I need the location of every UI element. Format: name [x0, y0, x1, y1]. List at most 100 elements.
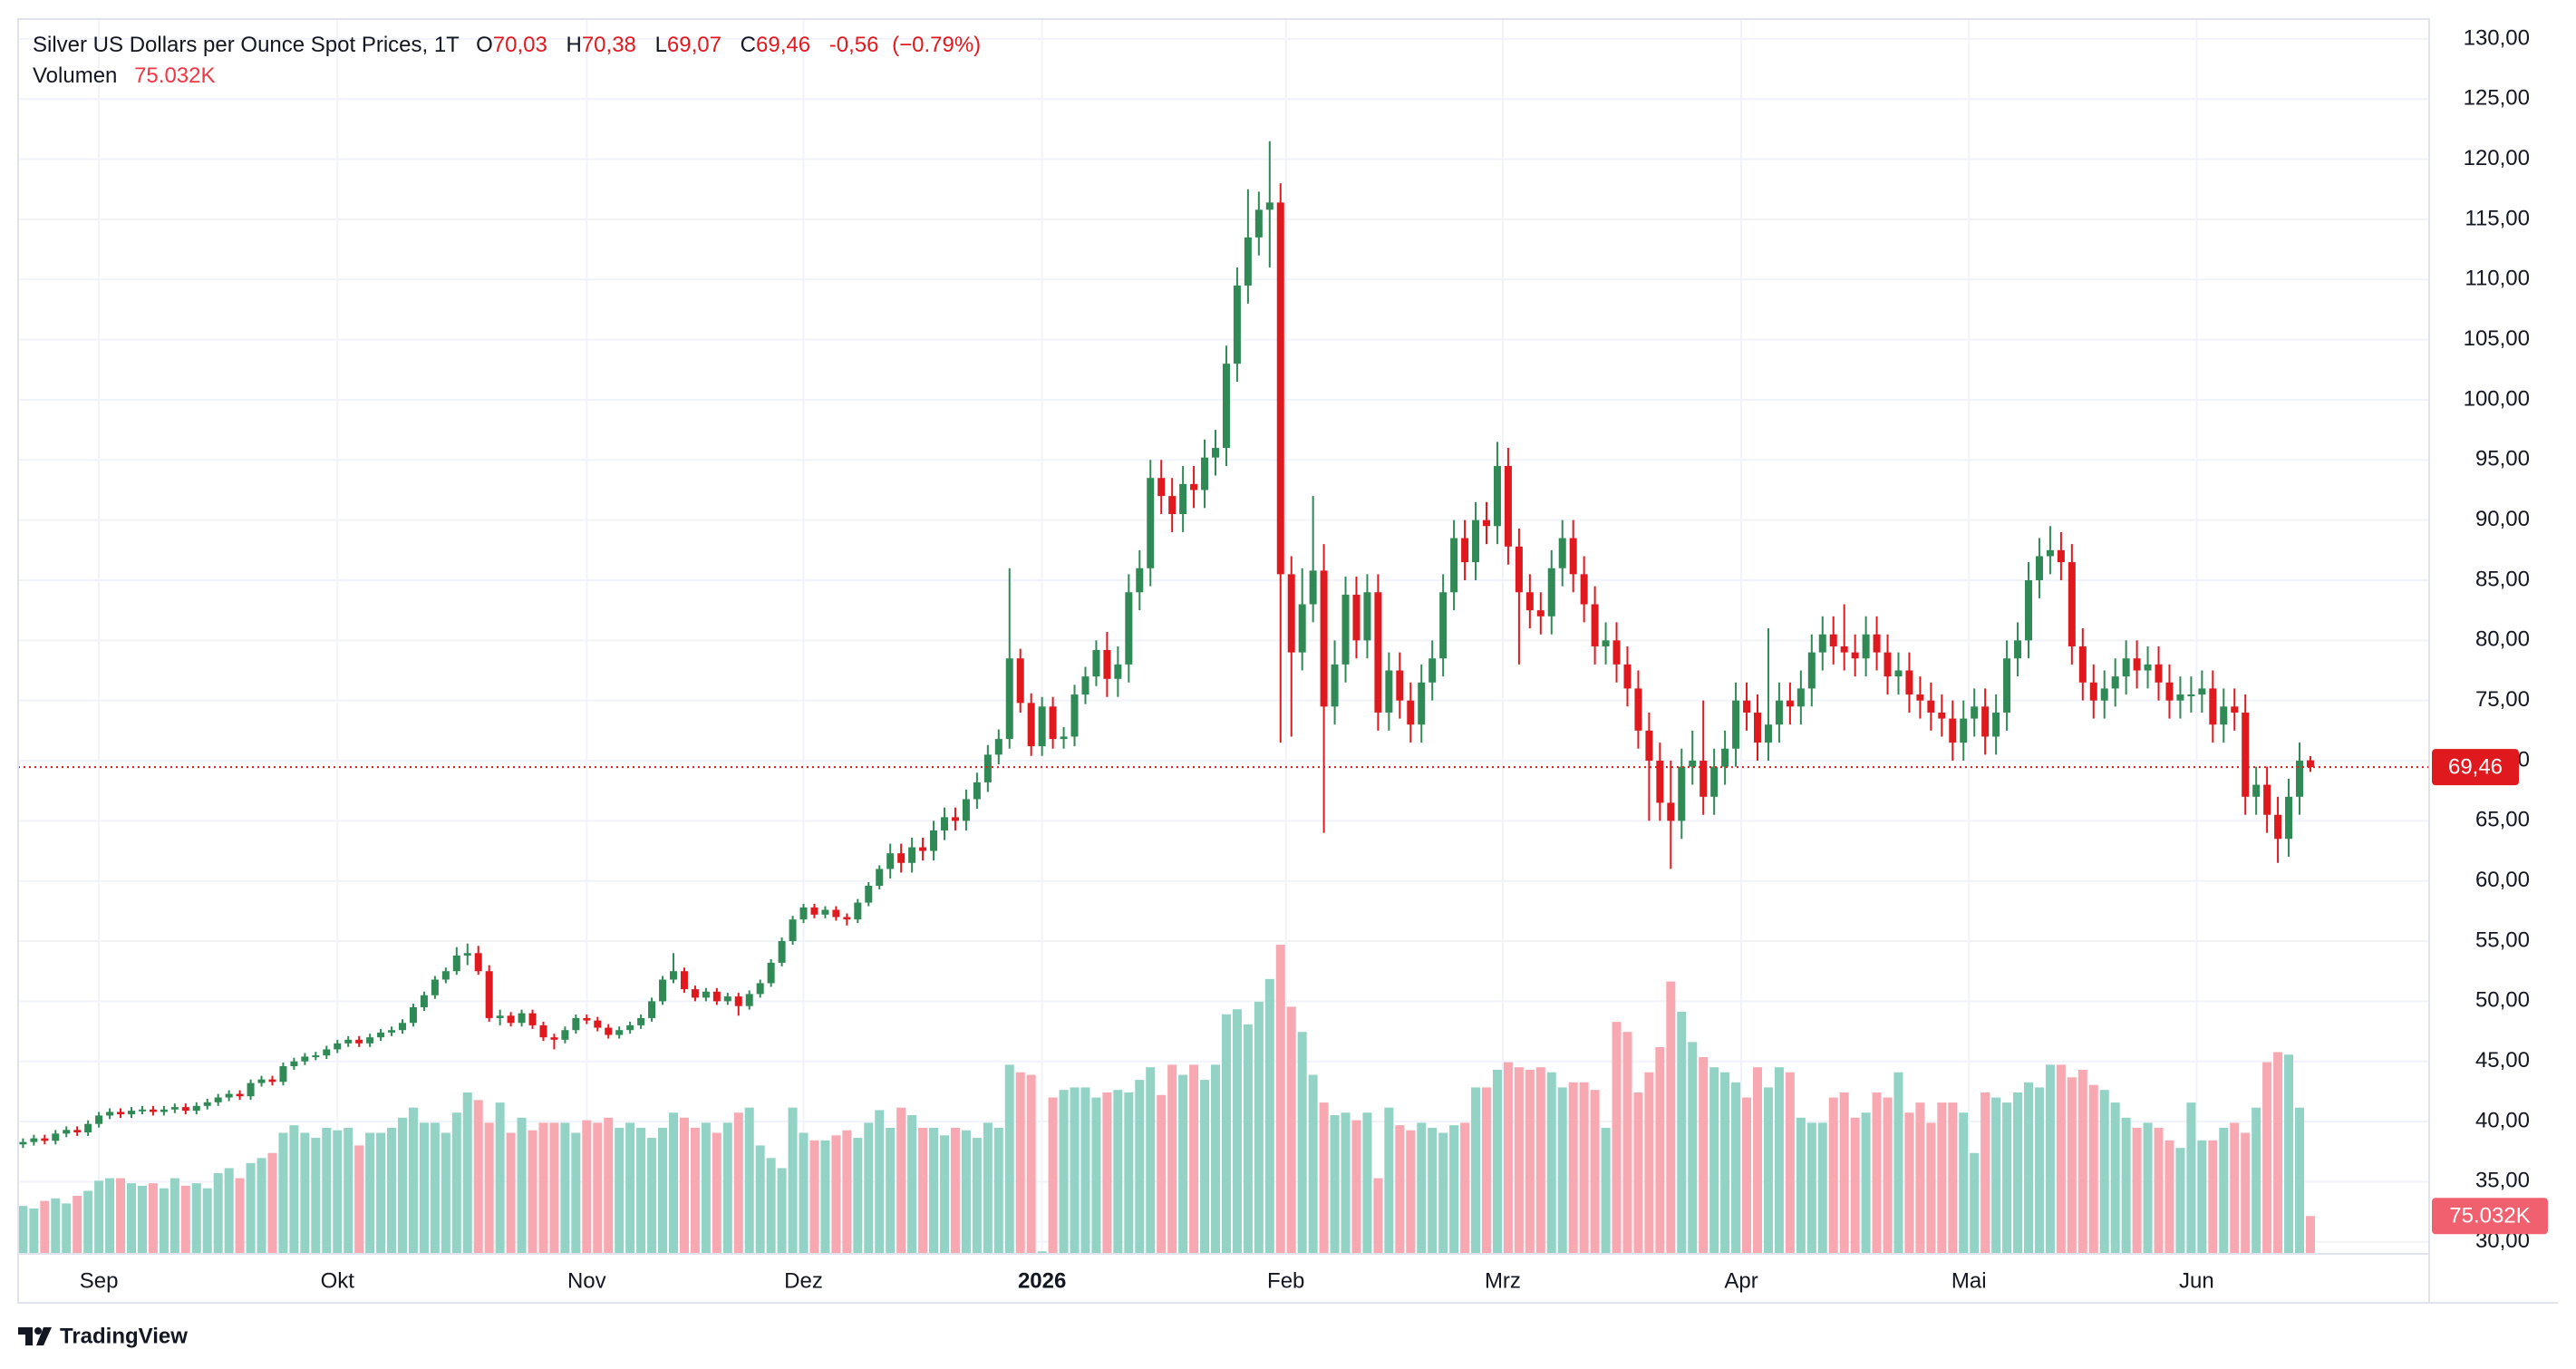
candle-body — [962, 799, 970, 821]
candle-body — [1190, 483, 1198, 490]
y-tick-label: 80,00 — [2475, 627, 2530, 652]
candle-body — [452, 955, 460, 972]
candle-body — [1754, 712, 1761, 743]
candle-body — [518, 1013, 526, 1024]
volume-bar — [582, 1120, 592, 1254]
volume-bar — [1893, 1072, 1903, 1254]
volume-bar — [2197, 1140, 2207, 1254]
candle-body — [1396, 670, 1404, 701]
candle-body — [214, 1097, 222, 1102]
volume-bar — [451, 1112, 461, 1254]
volume-bar — [1211, 1064, 1220, 1254]
volume-bar — [571, 1132, 581, 1254]
volume-bar — [1839, 1092, 1849, 1254]
volume-bar — [2305, 1216, 2315, 1254]
volume-bar — [1157, 1094, 1167, 1254]
volume-bar — [29, 1208, 39, 1254]
candle-body — [1298, 604, 1306, 653]
candle-body — [366, 1037, 374, 1044]
volume-bar — [2002, 1102, 2012, 1254]
volume-bar — [1980, 1092, 1990, 1254]
candle-body — [290, 1061, 298, 1067]
volume-bar — [1546, 1072, 1556, 1254]
volume-bar — [907, 1115, 917, 1254]
volume-bar — [1622, 1032, 1632, 1254]
candle-body — [539, 1024, 547, 1038]
candle-body — [1623, 664, 1632, 689]
candle-body — [832, 909, 840, 918]
candle-body — [1992, 712, 2000, 737]
volume-bar — [1535, 1067, 1545, 1254]
candle-body — [2252, 784, 2261, 797]
candle-body — [1829, 634, 1837, 646]
candle-body — [1276, 202, 1284, 575]
volume-bar — [1817, 1122, 1827, 1254]
volume-bar — [83, 1190, 93, 1254]
candle-body — [1667, 802, 1675, 821]
candle-body — [1547, 568, 1555, 617]
volume-bar — [1666, 981, 1676, 1254]
volume-bar — [73, 1196, 82, 1254]
volume-bar — [1763, 1087, 1773, 1254]
candle-body — [2176, 694, 2184, 701]
volume-bar — [1200, 1080, 1210, 1254]
volume-bar — [831, 1135, 841, 1254]
volume-bar — [1644, 1072, 1654, 1254]
volume-bar — [1395, 1125, 1405, 1254]
volume-bar — [1124, 1092, 1134, 1254]
candle-body — [388, 1030, 396, 1033]
volume-bar — [1243, 1024, 1253, 1254]
volume-bar — [1135, 1080, 1145, 1254]
candle-body — [1341, 594, 1350, 665]
volume-bar — [1373, 1178, 1383, 1254]
volume-bar — [1709, 1067, 1719, 1254]
candle-body — [973, 782, 981, 800]
candle-body — [203, 1102, 211, 1106]
candle-body — [409, 1007, 417, 1024]
volume-bar — [191, 1183, 201, 1254]
y-tick-label: 120,00 — [2464, 146, 2530, 170]
volume-bar — [1102, 1092, 1112, 1254]
last-volume-label: 75.032K — [2449, 1204, 2530, 1228]
volume-bar — [983, 1122, 993, 1254]
candle-body — [648, 1001, 656, 1018]
candle-body — [712, 991, 721, 1002]
candle-body — [1602, 640, 1610, 646]
candle-body — [1168, 496, 1177, 515]
volume-bar — [2284, 1054, 2294, 1254]
volume-bar — [289, 1125, 299, 1254]
candle-body — [41, 1138, 49, 1141]
candle-body — [1796, 688, 1805, 707]
candle-body — [702, 991, 710, 998]
volume-bar — [658, 1127, 668, 1254]
volume-bar — [419, 1122, 429, 1254]
candle-body — [2068, 562, 2076, 646]
candle-body — [680, 971, 688, 990]
candle-body — [1320, 570, 1328, 707]
y-tick-label: 105,00 — [2464, 326, 2530, 351]
volume-bar — [538, 1122, 548, 1254]
volume-bar — [2045, 1064, 2055, 1254]
candle-body — [745, 994, 753, 1006]
legend-c: C — [741, 33, 756, 57]
legend-o-value: 70,03 — [493, 33, 547, 57]
candle-body — [1060, 736, 1068, 740]
volume-bar — [1785, 1072, 1795, 1254]
legend-line: Silver US Dollars per Ounce Spot Prices,… — [33, 33, 981, 57]
candle-body — [583, 1017, 591, 1021]
volume-bar — [690, 1127, 700, 1254]
volume-bar — [1286, 1006, 1296, 1254]
candle-body — [1558, 538, 1566, 568]
candle-body — [160, 1109, 168, 1112]
candle-body — [106, 1112, 114, 1116]
candle-body — [1147, 478, 1155, 568]
volume-bar — [116, 1178, 126, 1254]
candle-body — [2046, 549, 2054, 557]
volume-bar — [1428, 1127, 1438, 1254]
volume-bar — [669, 1112, 678, 1254]
volume-bar — [1904, 1112, 1914, 1254]
volume-bar — [1004, 1064, 1014, 1254]
candle-body — [420, 995, 428, 1008]
candle-body — [2100, 688, 2108, 701]
candle-body — [1689, 761, 1697, 767]
